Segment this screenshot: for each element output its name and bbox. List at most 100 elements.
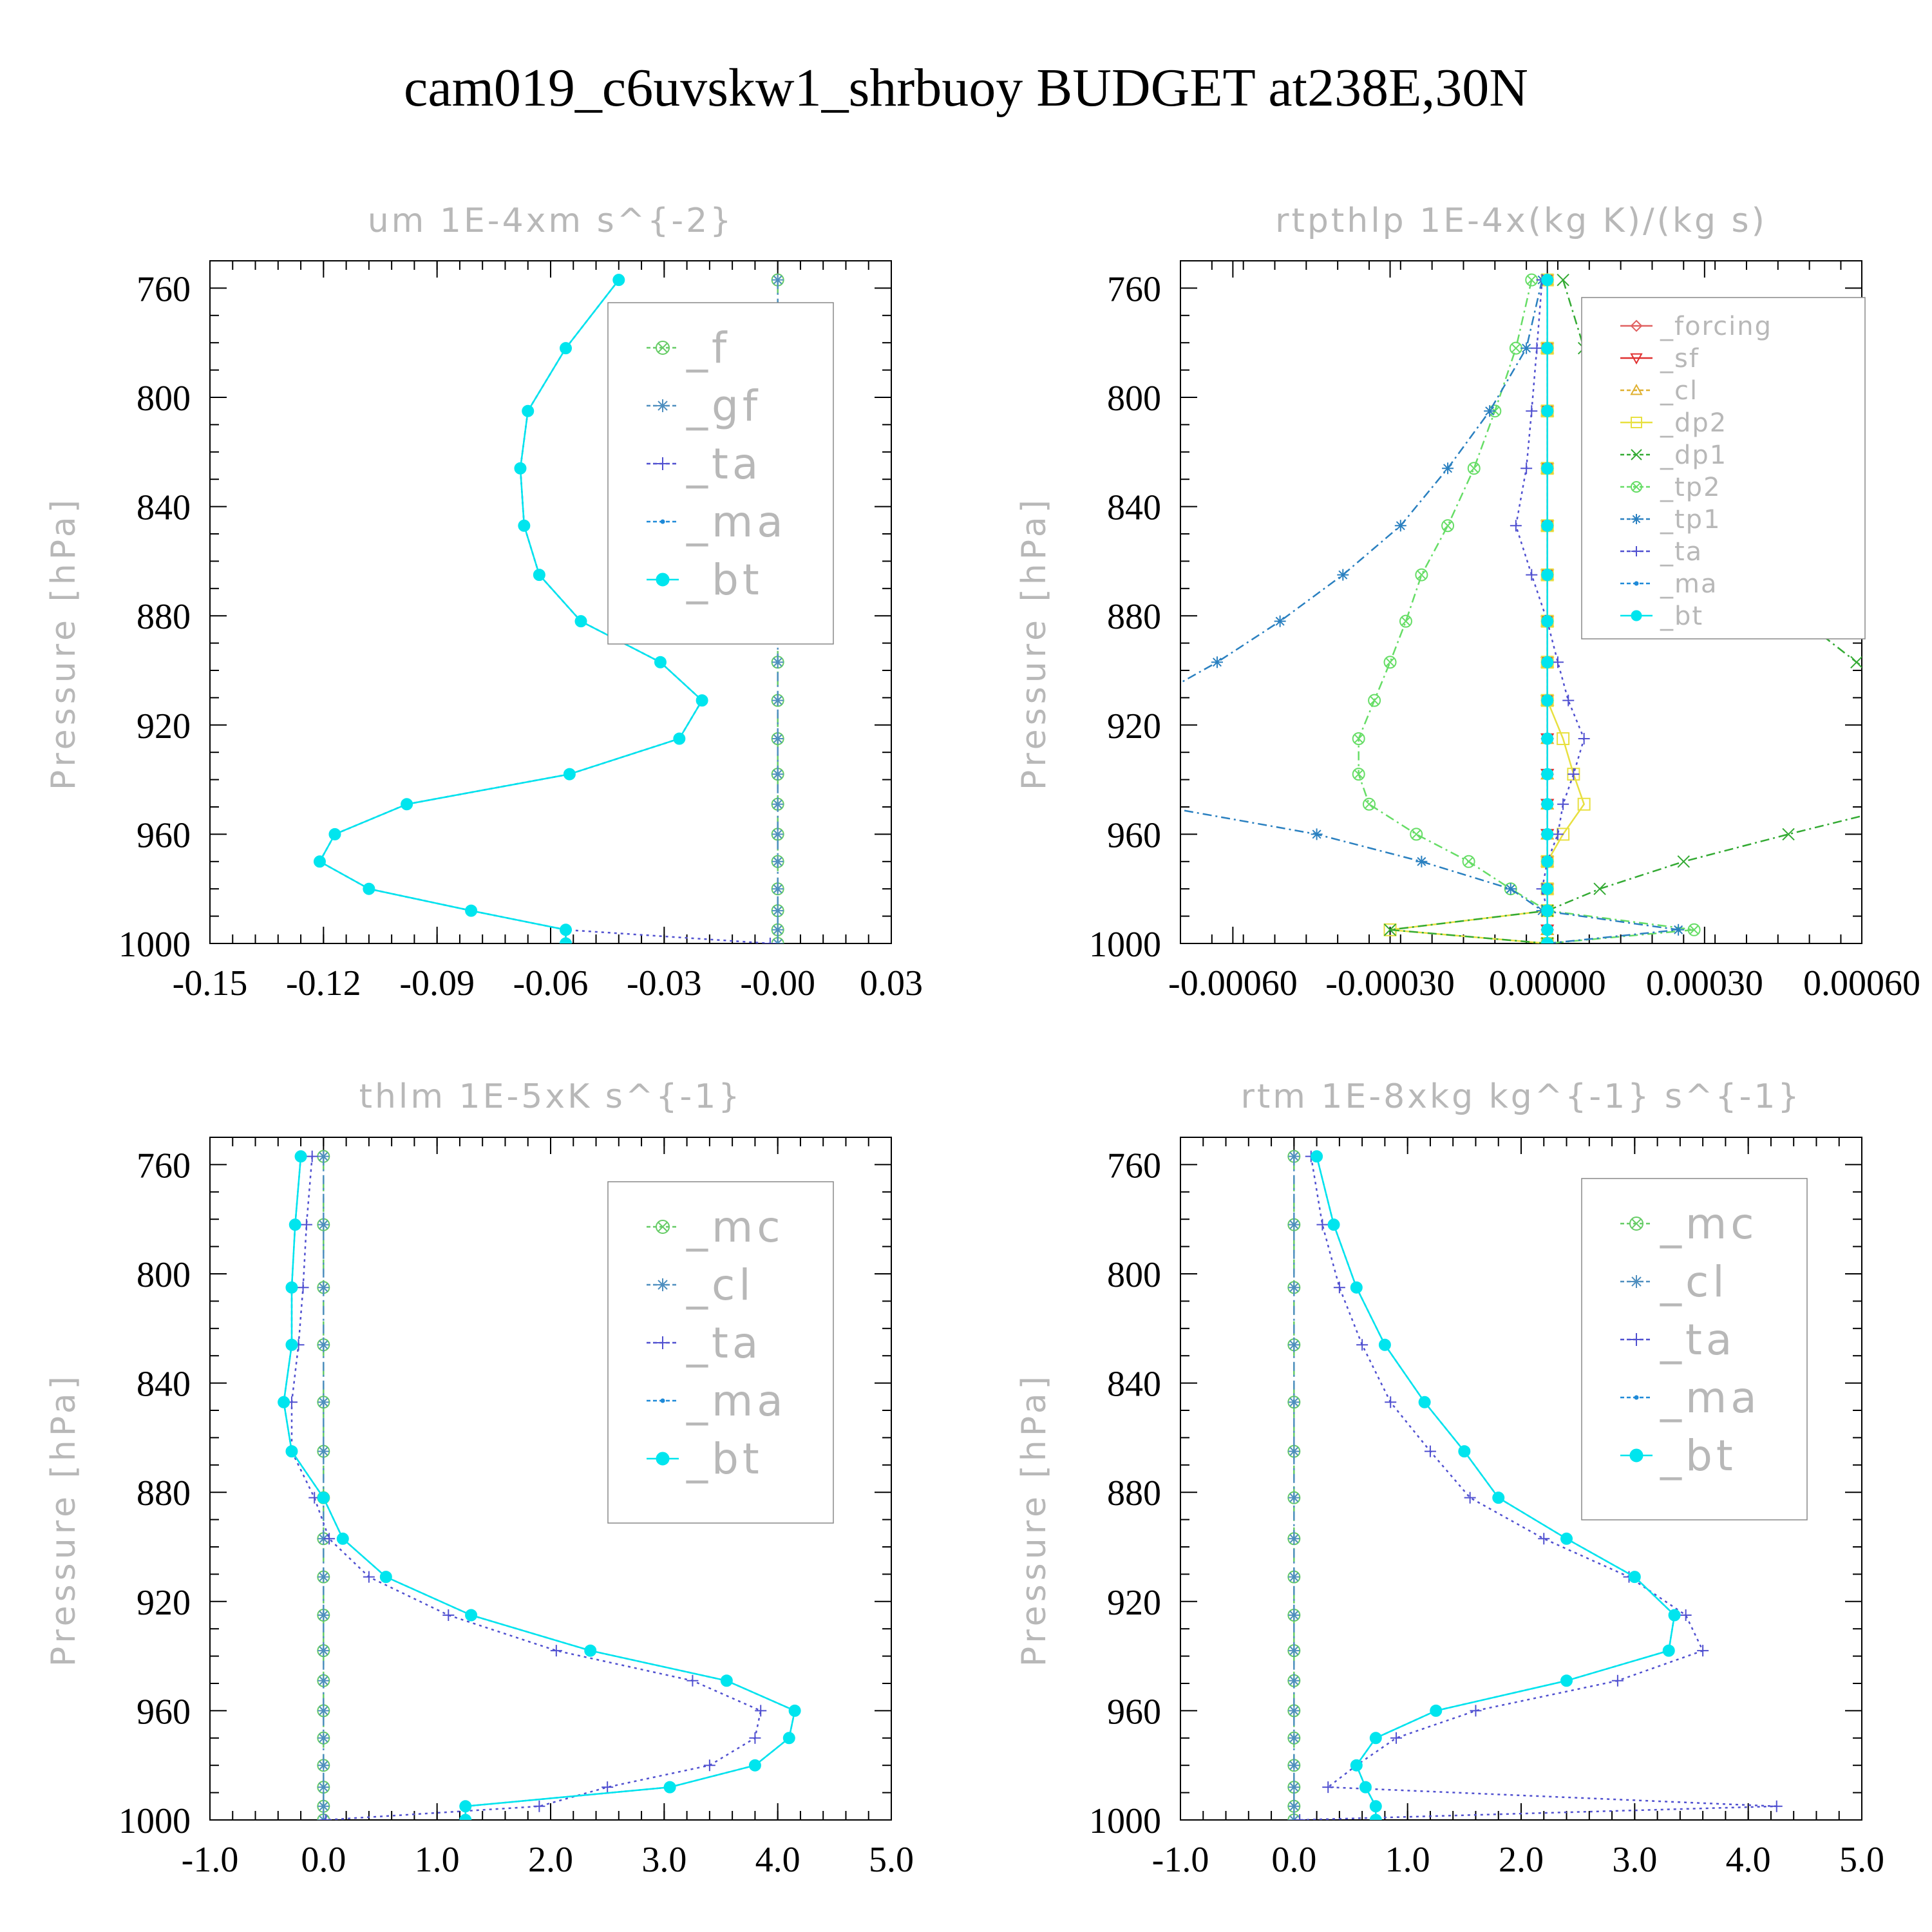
y-axis-label: Pressure [hPa] — [1015, 496, 1054, 790]
legend-box — [1581, 1178, 1808, 1520]
marker — [1289, 1676, 1299, 1685]
y-tick-label: 880 — [137, 597, 191, 637]
marker — [1289, 1610, 1299, 1620]
marker — [1401, 616, 1410, 626]
marker — [278, 1396, 290, 1408]
marker — [1541, 904, 1554, 917]
marker — [1541, 569, 1554, 582]
series-layer — [1082, 272, 1862, 943]
marker — [773, 857, 782, 866]
marker — [401, 798, 413, 811]
y-tick-label: 760 — [1107, 269, 1161, 309]
legend-label: _f — [686, 323, 730, 373]
series-line — [283, 1156, 796, 1820]
legend-label: _bt — [686, 555, 763, 605]
marker — [1289, 1534, 1299, 1544]
marker — [696, 694, 708, 707]
marker — [465, 904, 478, 917]
marker — [1289, 1783, 1299, 1792]
marker — [1557, 732, 1570, 745]
legend-label: _ta — [1660, 537, 1703, 567]
marker — [773, 884, 782, 894]
marker — [1362, 797, 1376, 811]
marker — [1293, 1815, 1299, 1820]
marker — [1312, 829, 1321, 839]
marker — [1289, 1572, 1299, 1582]
y-tick-label: 840 — [1107, 1365, 1161, 1405]
x-tick-label: 3.0 — [1612, 1840, 1657, 1880]
marker — [1289, 1493, 1299, 1502]
legend-label: _ma — [686, 497, 787, 547]
marker — [1378, 1338, 1391, 1351]
marker — [658, 401, 668, 411]
x-tick-label: 2.0 — [528, 1840, 573, 1880]
marker — [1370, 696, 1379, 705]
chart-panel-3: thlm 1E-5xK s^{-1} Pressure [hPa] 760 800 84… — [44, 1077, 914, 1880]
y-tick-label: 840 — [137, 1365, 191, 1405]
marker — [1082, 735, 1090, 743]
legend: _mc _cl _ta _ma _bt — [1581, 1178, 1808, 1520]
marker — [1541, 828, 1554, 840]
legend-label: _sf — [1660, 344, 1700, 374]
marker — [1593, 882, 1606, 895]
legend-label: _bt — [686, 1434, 763, 1484]
series-layer — [1287, 1150, 1783, 1820]
marker — [773, 799, 782, 809]
marker — [1289, 1646, 1299, 1656]
marker — [560, 342, 573, 355]
marker — [1352, 732, 1365, 745]
marker — [328, 828, 341, 840]
marker — [522, 404, 535, 417]
panel-title: rtpthlp 1E-4x(kg K)/(kg s) — [1275, 202, 1767, 240]
marker — [533, 569, 545, 582]
legend-label: _forcing — [1660, 312, 1772, 341]
marker — [656, 573, 670, 587]
marker — [1443, 464, 1453, 473]
marker — [1396, 521, 1405, 531]
marker — [654, 656, 667, 668]
x-tick-label: 2.0 — [1499, 1840, 1544, 1880]
marker — [1560, 1674, 1573, 1687]
marker — [773, 696, 782, 705]
marker — [1417, 857, 1426, 866]
marker — [285, 1445, 298, 1458]
marker — [1557, 273, 1569, 287]
y-tick-label: 1000 — [1089, 1801, 1161, 1841]
legend: _forcing _sf_cl_dp2_dp1 _tp2 _tp1_ta_ma_bt — [1581, 297, 1866, 639]
y-tick-label: 1000 — [118, 925, 191, 965]
marker — [1289, 1815, 1295, 1820]
marker — [773, 925, 782, 934]
x-tick-label: 4.0 — [755, 1840, 800, 1880]
marker — [1677, 855, 1690, 868]
y-tick-label: 1000 — [1089, 925, 1161, 965]
legend-label: _gf — [686, 381, 761, 431]
marker — [1145, 696, 1153, 705]
marker — [1145, 696, 1153, 705]
x-tick-label: 5.0 — [1839, 1840, 1884, 1880]
y-tick-label: 800 — [137, 379, 191, 419]
legend: _f _gf _ta _ma _bt — [607, 302, 834, 645]
marker — [1289, 1733, 1299, 1743]
marker — [1689, 925, 1699, 934]
x-tick-label: -0.00030 — [1325, 963, 1455, 1003]
marker — [1541, 274, 1554, 287]
marker — [459, 1814, 472, 1820]
marker — [782, 1732, 795, 1745]
marker — [1541, 923, 1554, 936]
marker — [773, 275, 782, 285]
marker — [1359, 1781, 1372, 1794]
x-tick-label: 0.0 — [1271, 1840, 1316, 1880]
y-tick-label: 880 — [137, 1473, 191, 1513]
x-tick-label: -1.0 — [182, 1840, 239, 1880]
marker — [1082, 735, 1090, 743]
marker — [1628, 1571, 1641, 1584]
x-tick-label: 0.00000 — [1489, 963, 1606, 1003]
marker — [773, 770, 782, 779]
marker — [1527, 275, 1537, 285]
marker — [1631, 1276, 1642, 1287]
marker — [1631, 610, 1642, 621]
legend-label: _tp1 — [1660, 505, 1721, 535]
x-tick-label: -0.03 — [627, 963, 702, 1003]
marker — [319, 1676, 328, 1685]
